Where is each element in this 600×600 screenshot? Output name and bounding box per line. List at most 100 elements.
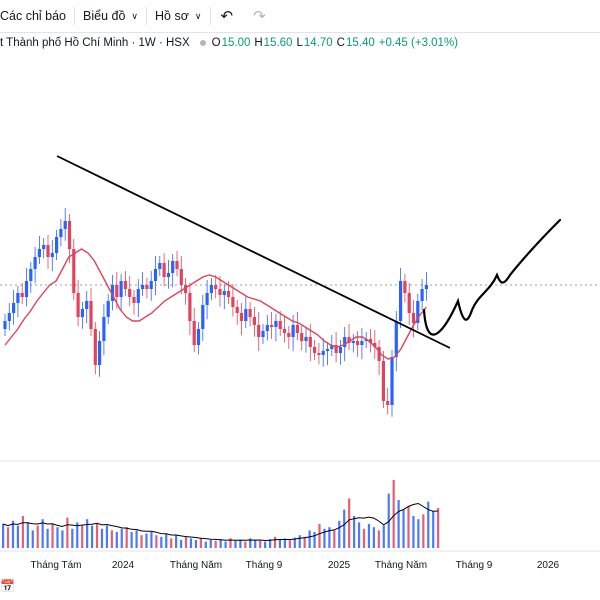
candle <box>128 289 132 297</box>
symbol-legend: t Thành phố Hồ Chí Minh · 1W · HSX O15.0… <box>0 35 458 51</box>
indicators-label: Các chỉ báo <box>0 9 67 23</box>
volume-bar <box>125 527 128 548</box>
candle <box>257 325 261 337</box>
volume-bar <box>264 541 267 548</box>
volume-bar <box>343 509 346 548</box>
volume-bar <box>66 517 69 548</box>
volume-bar <box>46 528 49 548</box>
volume-bar <box>76 522 79 548</box>
close-label: C <box>336 37 345 49</box>
price-chart[interactable] <box>0 55 600 555</box>
candle <box>33 257 37 269</box>
volume-bar <box>21 516 24 548</box>
candle <box>394 321 398 357</box>
volume-bar <box>81 525 84 548</box>
volume-bar <box>61 530 64 548</box>
volume-bar <box>254 540 257 548</box>
candle <box>356 341 360 345</box>
candle <box>282 329 287 333</box>
volume-bar <box>31 530 34 548</box>
candle <box>411 313 416 323</box>
candle <box>80 309 84 317</box>
volume-bar <box>377 530 380 548</box>
volume-bar <box>100 528 104 548</box>
volume-bar <box>165 533 168 548</box>
volume-bar <box>214 540 217 548</box>
candle <box>347 337 351 343</box>
top-toolbar: Các chỉ báo Biểu đồ ∨ Hồ sơ ∨ ↶ ↷ <box>0 0 600 33</box>
volume-bar <box>199 538 202 548</box>
volume-bar <box>219 539 222 548</box>
volume-bar <box>135 530 138 548</box>
candle <box>55 237 59 253</box>
candle <box>98 341 102 365</box>
redo-icon[interactable]: ↷ <box>253 8 266 25</box>
volume-bar <box>120 528 123 548</box>
volume-bar <box>16 525 20 548</box>
volume-bar <box>239 540 242 548</box>
low-value: L14.70 <box>296 37 333 49</box>
volume-bar <box>110 530 113 548</box>
candle <box>368 339 373 343</box>
time-axis-label: 2024 <box>111 560 135 571</box>
trendline-drawing[interactable] <box>56 155 451 349</box>
market-status-icon <box>199 40 206 46</box>
calendar-icon[interactable]: 📅 <box>0 579 15 593</box>
candle <box>175 261 179 269</box>
volume-bar <box>372 527 375 548</box>
volume-bar <box>397 500 400 548</box>
candle <box>403 281 407 293</box>
open-value: O15.00 <box>211 37 251 49</box>
candle <box>136 289 140 303</box>
candle <box>132 297 136 303</box>
candle <box>252 317 256 325</box>
candle <box>115 285 119 297</box>
candle <box>338 347 342 353</box>
volume-bar <box>179 540 183 548</box>
volume-bar <box>95 524 99 548</box>
volume-bar <box>26 522 29 548</box>
chart-type-label: Biểu đồ <box>83 9 126 23</box>
volume-bar <box>288 540 291 548</box>
candle <box>72 249 76 293</box>
volume-bar <box>56 527 59 548</box>
candle <box>46 245 50 257</box>
time-axis-label: 2026 <box>536 560 560 571</box>
volume-bar <box>105 525 109 548</box>
candle <box>12 303 16 313</box>
chart-type-dropdown[interactable]: Biểu đồ ∨ <box>75 0 146 32</box>
volume-bar <box>427 501 430 548</box>
candle <box>214 285 218 289</box>
candle <box>235 307 239 313</box>
candle <box>196 329 201 345</box>
time-axis-label: Tháng 9 <box>455 560 493 571</box>
volume-bar <box>318 524 321 548</box>
symbol-title[interactable]: t Thành phố Hồ Chí Minh · 1W · HSX <box>0 37 190 49</box>
candle <box>343 337 347 347</box>
volume-bar <box>140 535 143 548</box>
projection-drawing[interactable] <box>422 218 562 336</box>
volume-bar <box>422 514 425 548</box>
chevron-down-icon: ∨ <box>194 10 202 21</box>
volume-bar <box>392 480 395 548</box>
candle <box>373 343 377 347</box>
volume-bar <box>278 540 282 548</box>
candle <box>274 321 278 327</box>
candle <box>37 249 41 257</box>
candle <box>231 297 235 307</box>
indicators-button[interactable]: Các chỉ báo <box>0 0 74 32</box>
time-axis-label: Tháng 9 <box>245 560 283 571</box>
volume-average-line <box>2 502 439 542</box>
volume-bar <box>6 527 10 548</box>
candle <box>63 221 67 229</box>
candle <box>42 245 46 249</box>
volume-bar <box>189 538 193 548</box>
volume-bar <box>303 536 306 548</box>
volume-bar <box>362 528 366 548</box>
toolbar-divider <box>209 7 211 25</box>
undo-icon[interactable]: ↶ <box>220 8 234 25</box>
volume-bar <box>313 532 316 548</box>
candle <box>308 337 312 347</box>
candle <box>7 313 11 321</box>
profile-dropdown[interactable]: Hồ sơ ∨ <box>147 0 210 32</box>
